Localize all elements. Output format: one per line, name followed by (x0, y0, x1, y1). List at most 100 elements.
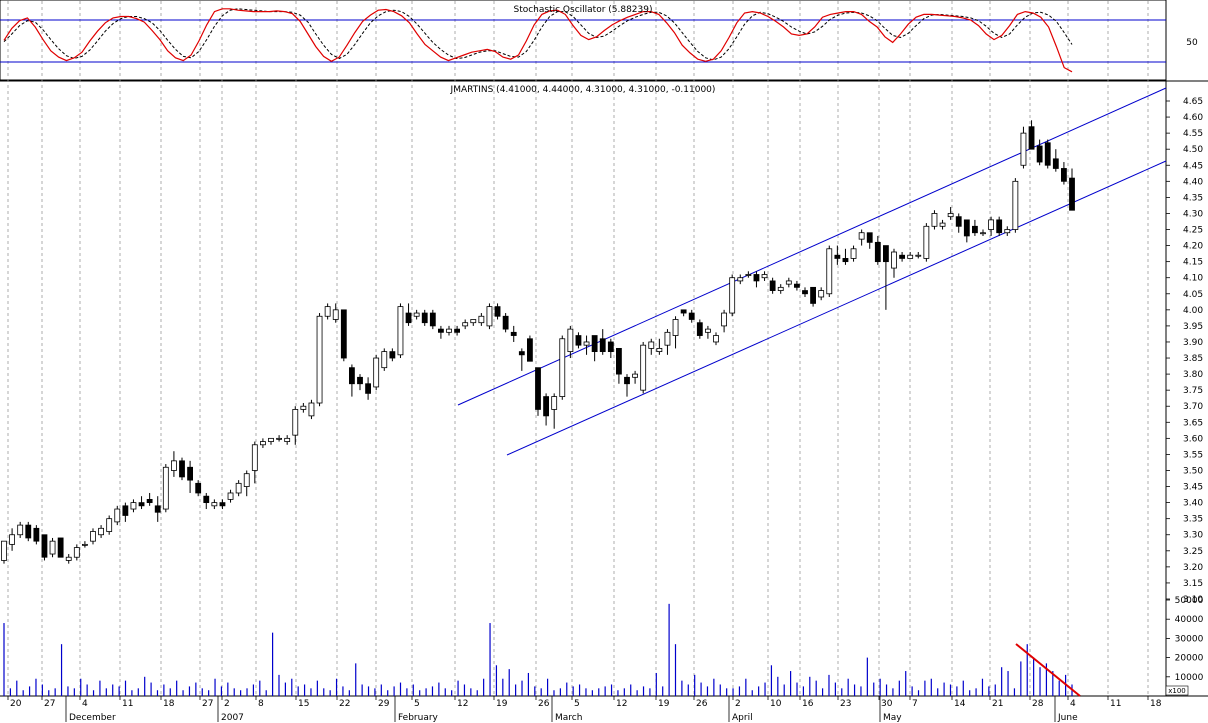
candle-body (527, 338, 533, 362)
candle-body (737, 277, 744, 282)
candle-body (1052, 158, 1059, 169)
x-tick-label: 12 (457, 699, 468, 709)
price-tick-label: 4.20 (1183, 242, 1203, 252)
candle-body (891, 251, 897, 269)
price-tick-label: 3.95 (1183, 322, 1203, 332)
candle-body (276, 437, 282, 440)
candle-body (162, 466, 169, 510)
volume-tick-label: 40000 (1175, 615, 1204, 625)
candle-body (591, 335, 598, 353)
stochastic-k-line (3, 8, 1073, 73)
candle-body (624, 376, 630, 385)
price-tick-label: 3.80 (1183, 370, 1203, 380)
candle-body (980, 232, 986, 235)
candle-body (389, 351, 396, 359)
candle-body (82, 543, 88, 546)
candle-body (421, 312, 428, 324)
candle-body (923, 225, 930, 259)
candle-body (268, 437, 274, 442)
candle-body (680, 309, 687, 314)
x-tick-label: 7 (912, 699, 918, 709)
candle-body (211, 502, 218, 507)
candle-body (332, 309, 339, 320)
candle-body (413, 312, 420, 317)
price-tick-label: 4.25 (1183, 226, 1203, 236)
candle-body (753, 274, 760, 282)
candle-body (179, 460, 185, 478)
candle-body (939, 222, 946, 227)
candle-body (826, 248, 833, 295)
price-tick-label: 3.40 (1183, 499, 1203, 509)
candle-body (518, 351, 525, 356)
candle-body (510, 331, 517, 336)
x-tick-label: 19 (658, 699, 670, 709)
candle-body (947, 213, 954, 218)
candle-body (599, 338, 606, 353)
axis-layer: 3.10 3.15 3.20 3.25 3.30 3.35 3.40 3.45 3.50 3.55… (7, 97, 1204, 723)
candle-body (114, 508, 121, 523)
candle-body (567, 328, 574, 353)
candle-body (850, 248, 857, 259)
candle-body (98, 527, 104, 536)
candle-body (446, 328, 452, 333)
volume-unit-box (1165, 685, 1189, 696)
x-tick-label: 18 (163, 699, 175, 709)
candle-body (575, 335, 582, 346)
candle-body (648, 341, 655, 349)
price-tick-label: 4.10 (1183, 274, 1203, 284)
price-tick-label: 3.65 (1183, 418, 1203, 428)
month-label: May (883, 713, 902, 723)
candle-body (130, 502, 137, 510)
candle-body (308, 402, 315, 417)
candle-body (243, 473, 250, 487)
candle-body (122, 505, 129, 516)
candle-body (777, 286, 784, 291)
candle-body (365, 383, 371, 394)
candle-body (794, 283, 800, 288)
x-tick-label: 4 (82, 699, 88, 709)
price-tick-label: 3.75 (1183, 386, 1203, 396)
price-tick-label: 3.85 (1183, 354, 1203, 364)
candle-body (616, 347, 622, 375)
candle-body (73, 547, 80, 558)
price-layer (1, 87, 1167, 564)
candle-body (25, 524, 32, 539)
stochastic-d-line (3, 8, 1073, 61)
candle-body (349, 367, 355, 385)
price-tick-label: 3.90 (1183, 338, 1203, 348)
candle-body (494, 306, 501, 317)
price-title: JMARTINS (4.41000, 4.44000, 4.31000, 4.3… (450, 85, 716, 95)
x-tick-label: 19 (496, 699, 508, 709)
candle-body (842, 258, 849, 263)
x-tick-label: 27 (202, 699, 213, 709)
candle-body (284, 437, 291, 442)
candle-body (49, 540, 56, 555)
candle-body (478, 315, 485, 324)
x-tick-label: 14 (954, 699, 966, 709)
candle-body (721, 312, 727, 327)
price-tick-label: 3.20 (1183, 563, 1203, 573)
candle-body (33, 527, 40, 542)
candle-body (1044, 142, 1051, 166)
candle-body (802, 290, 808, 295)
x-tick-label: 4 (1070, 699, 1076, 709)
candle-body (769, 280, 776, 291)
x-tick-label: 18 (1150, 699, 1162, 709)
price-tick-label: 4.65 (1183, 97, 1203, 107)
candle-body (818, 290, 825, 298)
candle-body (883, 245, 889, 263)
candle-body (866, 232, 873, 243)
candle-body (963, 219, 970, 237)
volume-tick-label: 30000 (1175, 634, 1204, 644)
price-tick-label: 4.45 (1183, 161, 1203, 171)
candle-body (219, 502, 226, 507)
x-tick-label: 10 (770, 699, 782, 709)
candle-body (1036, 145, 1043, 163)
candle-body (858, 232, 865, 240)
candle-body (810, 286, 816, 304)
candle-body (955, 216, 962, 227)
candle-body (146, 498, 153, 504)
volume-trend-line (1015, 643, 1081, 697)
candle-body (972, 225, 978, 234)
candle-body (705, 328, 711, 333)
